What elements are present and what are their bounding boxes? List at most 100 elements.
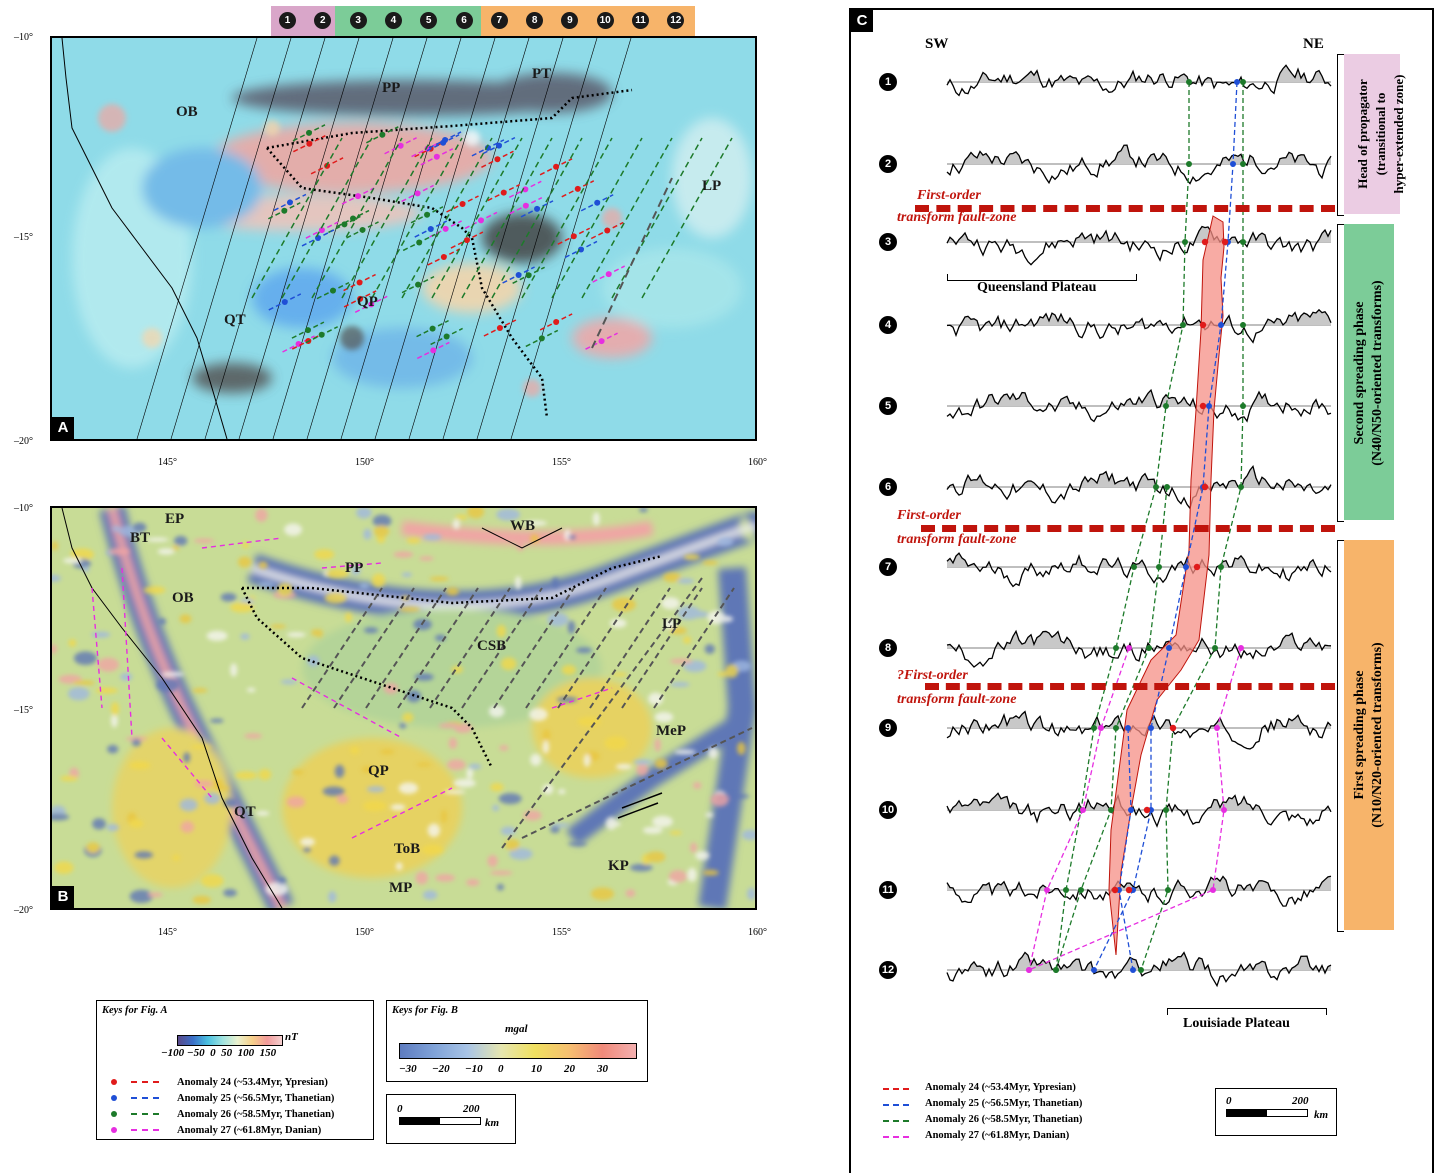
gravity-speckle <box>406 537 421 544</box>
fault2-line1: First-order <box>897 508 961 523</box>
gravity-speckle <box>363 627 379 634</box>
gravity-speckle <box>642 826 663 834</box>
anomaly-dot <box>578 246 585 253</box>
gravity-speckle <box>654 711 674 723</box>
keys-a-dot <box>111 1127 117 1133</box>
anomaly-24-pick <box>1201 238 1209 246</box>
gravity-speckle <box>674 749 696 755</box>
gravity-speckle <box>107 744 119 754</box>
transform-trend <box>429 587 511 709</box>
anomaly-pick <box>1148 725 1154 731</box>
gravity-speckle <box>351 564 361 576</box>
keys-a-label: Anomaly 27 (~61.8Myr, Danian) <box>177 1125 322 1136</box>
anomaly-dot <box>459 200 466 207</box>
label-pt: PT <box>532 66 552 82</box>
profile-line <box>476 38 598 439</box>
gravity-speckle <box>336 795 349 804</box>
gravity-speckle <box>547 612 569 627</box>
anomaly-pick <box>1238 484 1244 490</box>
gravity-speckle <box>390 804 406 811</box>
gravity-speckle <box>727 794 750 799</box>
anomaly-dot <box>305 129 312 136</box>
fault1-line2: transform fault-zone <box>897 210 1017 225</box>
anomaly-dot <box>494 156 501 163</box>
gravity-speckle <box>558 788 566 795</box>
anomaly-dot <box>379 131 386 138</box>
scale-bar-ab: 0 200 km <box>386 1094 516 1144</box>
gravity-speckle <box>654 758 668 770</box>
profile-number: 11 <box>879 881 897 899</box>
gravity-speckle <box>414 673 434 681</box>
gravity-speckle <box>258 581 275 587</box>
scale-c-bar <box>1226 1109 1308 1117</box>
gravity-speckle <box>687 867 697 882</box>
scale-c-zero: 0 <box>1226 1095 1232 1107</box>
anomaly-dot <box>605 271 612 278</box>
gravity-speckle <box>669 658 693 664</box>
gravity-speckle <box>487 854 498 868</box>
profile-number: 12 <box>879 961 897 979</box>
anomaly-dot <box>355 193 362 200</box>
transform-trend <box>461 587 543 709</box>
gravity-speckle <box>129 819 144 828</box>
gravity-speckle <box>246 687 256 693</box>
gravity-speckle <box>67 687 90 701</box>
gravity-speckle <box>427 823 441 838</box>
gravity-speckle <box>683 660 707 673</box>
gravity-speckle <box>747 887 755 901</box>
gravity-speckle <box>612 672 628 677</box>
gravity-speckle <box>95 687 118 694</box>
gravity-speckle <box>223 889 237 897</box>
strip-number: 4 <box>384 12 402 29</box>
gravity-speckle <box>717 537 734 547</box>
gravity-speckle <box>690 842 698 853</box>
transform-trend <box>333 587 415 709</box>
scale-bar-c: 0 200 km <box>1215 1088 1337 1136</box>
strip-first-zone <box>481 6 695 36</box>
profile-fill <box>947 952 1331 970</box>
profile-strip: 1 2 3 4 5 6 7 8 9 10 11 12 <box>271 6 695 36</box>
profile-number: 6 <box>879 478 897 496</box>
panel-c: C SW NE Queensland Plateau Louisiade Pla… <box>849 8 1434 1173</box>
gravity-speckle <box>500 657 517 671</box>
gravity-speckle <box>383 683 399 694</box>
gravity-speckle <box>192 688 208 693</box>
gravity-speckle <box>452 519 460 530</box>
fault1-line1: First-order <box>917 188 981 203</box>
strip-number: 3 <box>349 12 367 29</box>
gravity-speckle <box>416 762 432 767</box>
legend-c-label: Anomaly 27 (~61.8Myr, Danian) <box>925 1130 1070 1141</box>
gravity-speckle <box>192 895 212 905</box>
anomaly-dot <box>341 221 348 228</box>
gravity-speckle <box>362 800 387 812</box>
anomaly-trend <box>251 137 343 299</box>
gravity-speckle <box>255 508 268 522</box>
gravity-speckle <box>395 862 403 871</box>
anomaly-dot <box>443 333 450 340</box>
legend-c-label: Anomaly 25 (~56.5Myr, Thanetian) <box>925 1098 1083 1109</box>
panel-c-tag: C <box>851 10 873 32</box>
keys-a-dash <box>131 1097 159 1099</box>
gravity-speckle <box>54 861 74 875</box>
keys-b-tick: 0 <box>498 1063 504 1075</box>
side-head-box <box>1344 54 1400 214</box>
anomaly-dot <box>424 211 431 218</box>
anomaly-pick <box>1163 403 1169 409</box>
gravity-speckle <box>492 804 500 812</box>
gravity-speckle <box>345 612 352 623</box>
anomaly-dot <box>356 279 363 286</box>
gravity-speckle <box>193 538 215 544</box>
anomaly-pick <box>1153 484 1159 490</box>
gravity-speckle <box>230 602 254 613</box>
gravity-speckle <box>708 747 718 759</box>
fault3-bar <box>925 683 1335 690</box>
profile-curve <box>946 144 1332 185</box>
profile-fill <box>947 309 1331 325</box>
gravity-speckle <box>568 534 576 540</box>
profile-line <box>204 38 326 439</box>
anomaly-trend <box>311 137 403 299</box>
profile-fill <box>947 876 1331 890</box>
anomaly-24-pick <box>1169 724 1177 732</box>
gravity-speckle <box>453 778 476 788</box>
anomaly-dot <box>496 325 503 332</box>
